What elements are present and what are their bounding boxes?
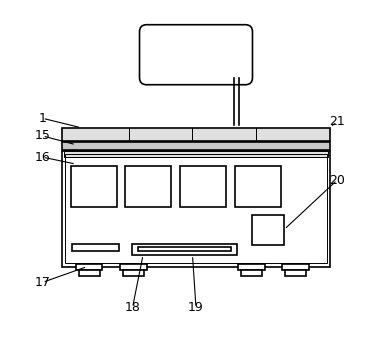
Bar <box>241 270 262 276</box>
Text: 20: 20 <box>329 174 345 186</box>
Text: 21: 21 <box>329 115 345 128</box>
Bar <box>62 151 330 267</box>
Bar <box>71 166 116 207</box>
Bar <box>285 270 306 276</box>
Bar <box>76 264 102 270</box>
Bar <box>138 247 231 251</box>
Bar <box>64 151 328 157</box>
Bar <box>123 270 144 276</box>
Bar <box>238 264 265 270</box>
Bar <box>120 264 147 270</box>
Bar <box>62 128 330 141</box>
Text: 18: 18 <box>125 301 140 314</box>
Bar <box>125 166 171 207</box>
Text: 16: 16 <box>34 151 50 163</box>
Bar <box>283 264 309 270</box>
Bar <box>132 244 237 255</box>
Bar <box>72 244 120 251</box>
Bar <box>79 270 100 276</box>
Text: 17: 17 <box>34 276 51 289</box>
Bar <box>180 166 226 207</box>
Bar <box>235 166 281 207</box>
Text: 1: 1 <box>38 112 46 125</box>
Bar <box>62 142 330 150</box>
Bar <box>65 154 327 263</box>
FancyBboxPatch shape <box>140 25 252 85</box>
Text: 19: 19 <box>188 301 204 314</box>
Bar <box>252 215 284 245</box>
Text: 15: 15 <box>34 130 51 142</box>
